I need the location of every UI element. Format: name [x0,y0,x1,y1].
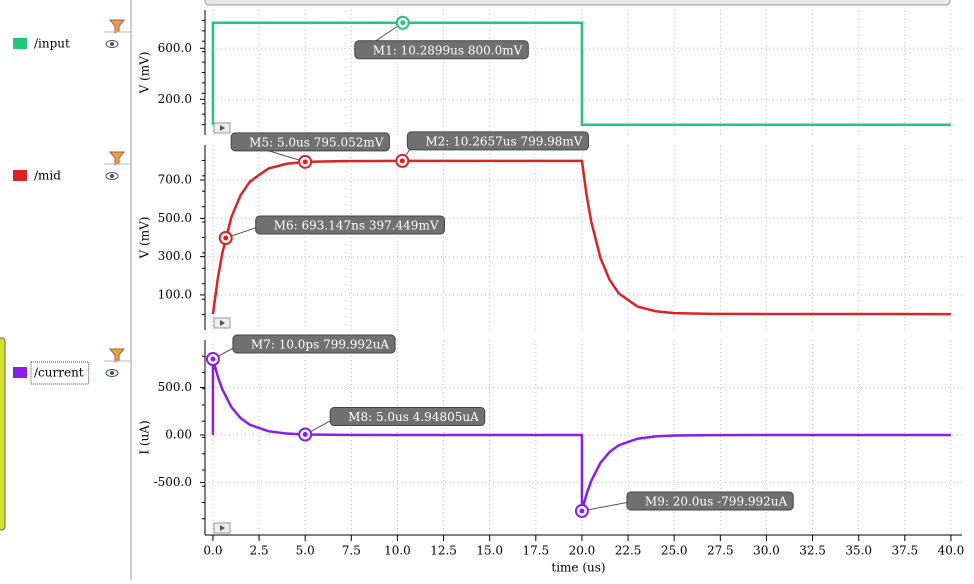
marker-box [255,215,446,235]
marker-box [230,132,390,152]
filter-icon[interactable] [108,151,126,166]
x-tick-label: 30.0 [753,544,780,558]
y-axis-label: V (mV) [138,217,152,260]
x-tick-label: 0.0 [203,544,222,558]
y-tick-label: 500.0 [158,211,192,225]
x-tick-label: 10.0 [384,544,411,558]
marker-callout: M8: 5.0us 4.94805uA [304,407,486,435]
x-tick-label: 32.5 [799,544,826,558]
x-tick-label: 15.0 [476,544,503,558]
marker-callout: M1: 10.2899us 800.0mV [354,22,529,60]
marker-label: M6: 693.147ns 397.449mV [274,218,439,232]
expand-arrow [220,320,225,326]
legend-label[interactable]: /current [34,366,84,380]
x-axis-label: time (us) [551,561,605,575]
y-tick-label: 600.0 [158,41,192,55]
marker-callout: M2: 10.2657us 799.98mV [401,131,589,162]
y-tick-label: 500.0 [158,380,192,394]
marker-label: M1: 10.2899us 800.0mV [373,43,523,57]
x-tick-label: 37.5 [891,544,918,558]
x-tick-label: 2.5 [250,544,269,558]
x-tick-label: 25.0 [661,544,688,558]
marker-dot [579,508,585,514]
marker-label: M8: 5.0us 4.94805uA [348,410,479,424]
marker-dot [210,356,216,362]
waveform [211,159,951,316]
y-tick-label: 200.0 [158,92,192,106]
y-tick-label: -500.0 [154,475,192,489]
y-tick-label: 300.0 [158,249,192,263]
marker-dot [399,158,405,164]
x-tick-label: 7.5 [342,544,361,558]
y-tick-label: 0.00 [165,427,192,441]
x-tick-label: 5.0 [296,544,315,558]
legend-swatch [13,367,27,378]
marker-label: M7: 10.0ps 799.992uA [251,337,390,351]
x-tick-label: 27.5 [707,544,734,558]
marker-callout: M6: 693.147ns 397.449mV [225,215,446,239]
marker-box [406,131,589,151]
legend-swatch [13,170,27,181]
marker-callout: M5: 5.0us 795.052mV [230,132,390,163]
visibility-pupil [110,371,114,375]
legend-focus [30,361,90,385]
x-tick-label: 40.0 [938,544,965,558]
visibility-pupil [110,174,114,178]
y-axis-label: V (mV) [138,52,152,95]
marker-dot [400,20,406,26]
top-toolbar [204,0,951,6]
filter-icon[interactable] [108,19,126,34]
x-tick-label: 22.5 [615,544,642,558]
visibility-pupil [110,42,114,46]
y-tick-label: 100.0 [158,287,192,301]
x-tick-label: 35.0 [845,544,872,558]
x-tick-label: 20.0 [569,544,596,558]
waveform [211,21,951,127]
marker-callout: M9: 20.0us -799.992uA [581,491,794,512]
marker-label: M5: 5.0us 795.052mV [249,135,384,149]
marker-box [626,491,794,511]
filter-icon[interactable] [108,348,126,363]
marker-box [329,407,486,427]
y-tick-label: 700.0 [158,173,192,187]
y-axis-label: I (uA) [138,420,152,454]
marker-leader [581,500,636,512]
expand-arrow [220,125,225,131]
marker-dot [223,235,229,241]
legend-label[interactable]: /input [34,37,70,51]
x-tick-label: 12.5 [430,544,457,558]
marker-dot [302,432,308,438]
marker-box [354,40,529,60]
selection-bar [0,337,6,531]
expand-arrow [220,525,225,531]
marker-callout: M7: 10.0ps 799.992uA [212,334,396,360]
marker-dot [302,159,308,165]
marker-label: M9: 20.0us -799.992uA [645,494,788,508]
waveform [211,358,951,512]
legend-swatch [13,38,27,49]
marker-label: M2: 10.2657us 799.98mV [425,134,582,148]
legend-label[interactable]: /mid [34,169,61,183]
x-tick-label: 17.5 [522,544,549,558]
marker-box [232,334,396,354]
